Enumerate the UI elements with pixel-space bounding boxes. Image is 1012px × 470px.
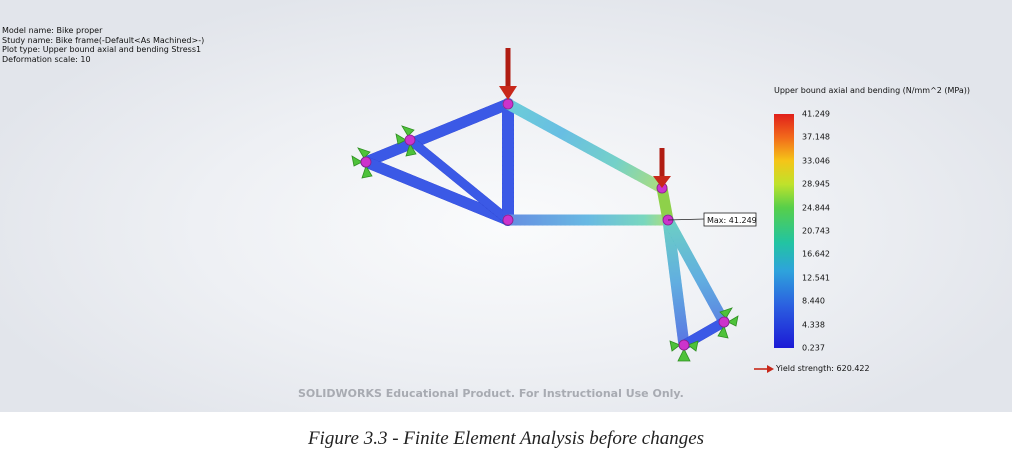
colorbar-tick-label: 37.148: [802, 132, 830, 142]
node: [502, 214, 514, 226]
colorbar-tick-label: 41.249: [802, 109, 830, 119]
deformation-scale-text: Deformation scale: 10: [2, 54, 91, 64]
colorbar-tick-label: 8.440: [802, 296, 825, 306]
node: [718, 316, 730, 328]
study-info-panel: Model name: Bike proper Study name: Bike…: [2, 26, 204, 64]
fixtures: [351, 125, 739, 362]
fixture-icon: [395, 125, 417, 157]
tube-fork-front: [662, 214, 690, 351]
colorbar-tick-label: 33.046: [802, 156, 830, 166]
legend-title: Upper bound axial and bending (N/mm^2 (M…: [774, 86, 971, 95]
yield-strength-label: Yield strength: 620.422: [776, 364, 870, 373]
colorbar-tick-label: 16.642: [802, 249, 830, 259]
colorbar-tick-label: 4.338: [802, 320, 825, 330]
model-name-text: Model name: Bike proper: [2, 26, 103, 35]
load-arrows: [499, 48, 671, 188]
colorbar-tick-label: 28.945: [802, 179, 830, 189]
tube-top: [502, 98, 668, 194]
node: [360, 156, 372, 168]
watermark-text: SOLIDWORKS Educational Product. For Inst…: [298, 387, 684, 400]
node: [502, 98, 514, 110]
study-name-text: Study name: Bike frame(-Default<As Machi…: [2, 35, 205, 45]
fixture-icon: [717, 307, 739, 339]
colorbar-tick-label: 20.743: [802, 226, 830, 236]
frame-tubes: [360, 98, 730, 351]
colorbar-tick-label: 24.844: [802, 203, 830, 213]
figure-caption: Figure 3.3 - Finite Element Analysis bef…: [307, 428, 705, 449]
joint-nodes: [360, 98, 730, 351]
yield-arrow-icon: [754, 364, 774, 373]
colorbar-tick-label: 12.541: [802, 273, 830, 283]
stress-colorbar: [774, 114, 794, 348]
load-arrow-icon: [499, 48, 517, 100]
node: [404, 134, 416, 146]
yield-strength: Yield strength: 620.422: [754, 364, 870, 373]
colorbar-tick-label: 0.237: [802, 343, 825, 353]
max-label: Max: 41.249: [707, 216, 757, 225]
fea-viewport: Model name: Bike proper Study name: Bike…: [0, 0, 1012, 412]
tube-fork-rear: [662, 214, 730, 328]
bike-frame-mesh: Max: 41.249: [351, 48, 757, 362]
node: [678, 339, 690, 351]
load-arrow-icon: [653, 148, 671, 188]
fixture-icon: [351, 147, 373, 179]
plot-type-text: Plot type: Upper bound axial and bending…: [2, 45, 202, 55]
fixture-icon: [669, 340, 699, 362]
max-callout: Max: 41.249: [667, 212, 757, 227]
